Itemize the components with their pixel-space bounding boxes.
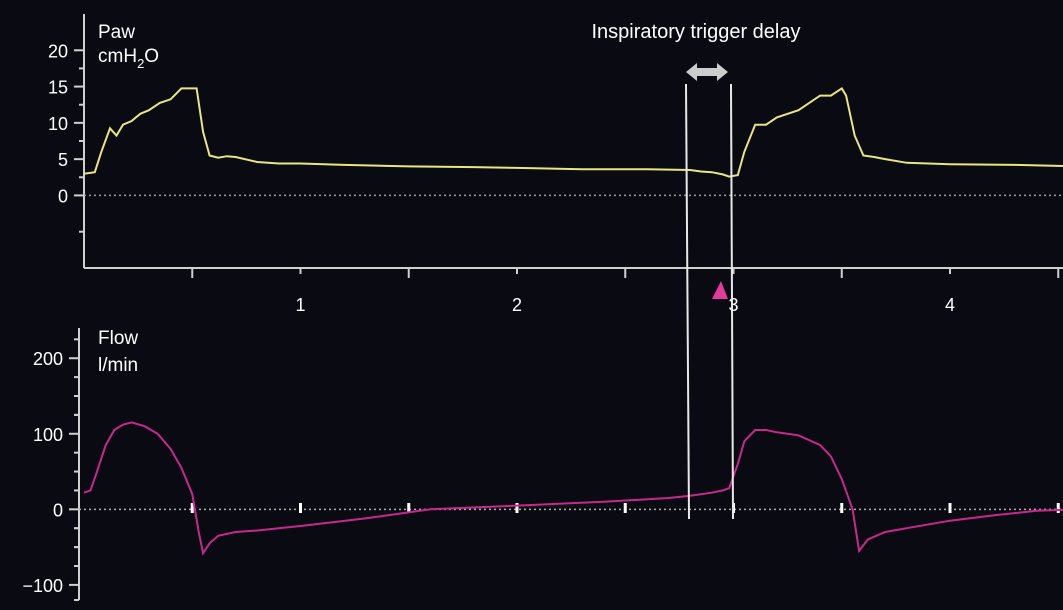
flow-x-ticks	[190, 503, 1060, 513]
paw-x-tick-label: 1	[295, 295, 305, 315]
flow-x-tick	[407, 503, 411, 513]
flow-x-tick	[515, 503, 519, 513]
paw-title: Paw	[98, 22, 135, 43]
flow-x-tick	[948, 503, 952, 513]
paw-x-tick-label: 3	[728, 295, 738, 315]
paw-x-tick-label: 4	[945, 295, 955, 315]
paw-y-ticks: 0 5 10 15 20	[48, 41, 84, 233]
double-arrow-icon	[686, 63, 728, 81]
flow-y-tick-label: 0	[53, 500, 63, 520]
flow-y-tick-label: 100	[33, 425, 63, 445]
paw-panel: 0 5 10 15 20 1 2 3 4 Paw cmH2O	[48, 14, 1063, 315]
flow-y-tick-label: 200	[33, 349, 63, 369]
trigger-delay-left-line	[685, 83, 690, 520]
flow-x-tick	[840, 503, 844, 513]
paw-trace	[83, 86, 1063, 178]
paw-y-tick-label: 5	[58, 150, 68, 170]
flow-title: Flow	[98, 328, 138, 349]
trigger-delay-right-line	[730, 83, 734, 520]
paw-y-tick-label: 20	[48, 41, 68, 61]
flow-y-ticks: −100 0 100 200	[22, 338, 79, 601]
trigger-triangle-icon	[712, 281, 728, 299]
paw-y-tick-label: 10	[48, 114, 68, 134]
paw-unit: cmH2O	[98, 46, 159, 71]
flow-panel: −100 0 100 200 Flow l/min	[22, 328, 1063, 601]
flow-x-tick	[1056, 503, 1060, 513]
flow-trace	[83, 421, 1063, 556]
trigger-delay-annotation: Inspiratory trigger delay	[592, 21, 801, 520]
paw-x-tick-label: 2	[512, 295, 522, 315]
flow-x-tick	[299, 503, 302, 513]
paw-y-tick-label: 0	[58, 186, 68, 206]
trigger-delay-label: Inspiratory trigger delay	[592, 21, 801, 43]
paw-y-tick-label: 15	[48, 78, 68, 98]
paw-x-ticks: 1 2 3 4	[191, 268, 1060, 315]
flow-unit: l/min	[98, 355, 138, 376]
flow-x-tick	[190, 503, 194, 513]
flow-y-tick-label: −100	[22, 576, 63, 596]
flow-x-tick	[623, 503, 627, 513]
